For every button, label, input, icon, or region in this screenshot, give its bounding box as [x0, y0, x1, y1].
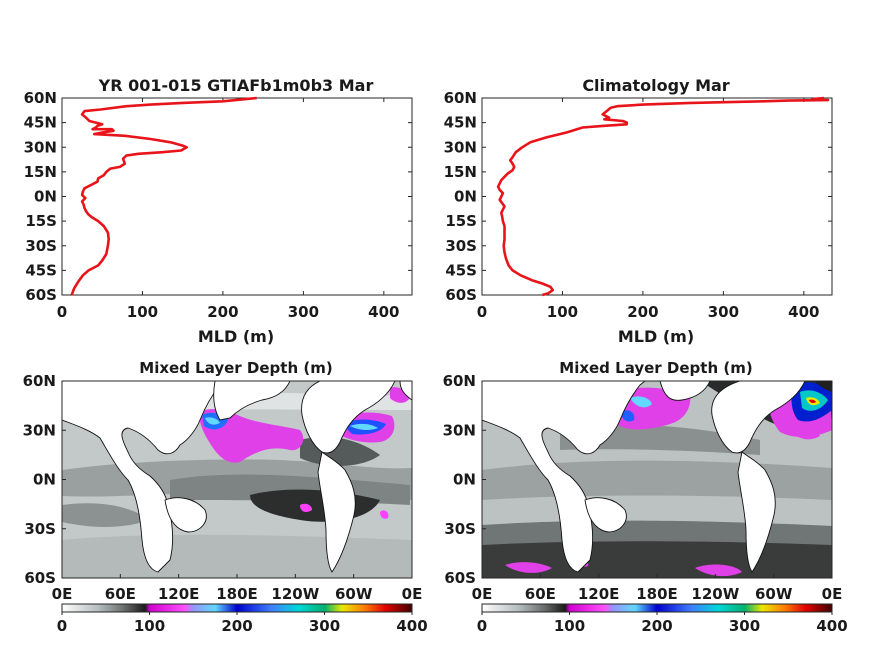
colorbar-gradient	[481, 603, 833, 613]
chart-title: Climatology Mar	[582, 76, 729, 95]
map-x-tick-label: 0E	[52, 585, 73, 603]
plot-area	[481, 97, 833, 296]
x-tick-label: 300	[288, 303, 319, 321]
map-y-tick-label: 0N	[33, 471, 56, 489]
map-x-tick-label: 120W	[691, 585, 739, 603]
continents	[482, 381, 806, 573]
y-tick-label: 15N	[444, 163, 477, 181]
mld-map-field	[482, 381, 832, 578]
y-tick-label: 30S	[25, 237, 57, 255]
x-tick-label: 400	[788, 303, 819, 321]
colorbar-tick-label: 300	[309, 617, 340, 635]
map-panel-model: Mixed Layer Depth (m)	[23, 359, 428, 635]
y-tick-label: 60S	[25, 286, 57, 304]
map-x-tick-label: 120W	[271, 585, 319, 603]
colorbar-gradient	[61, 603, 413, 613]
map-x-tick-label: 120E	[158, 585, 200, 603]
map-y-tick-label: 60N	[443, 372, 476, 390]
map-axis-ticks: 0E 60E 120E 180E 120W 60W 0E 60N 30N 0N 30S 60S	[23, 372, 423, 603]
colorbar-tick-label: 400	[816, 617, 847, 635]
chart-title: YR 001-015 GTIAFb1m0b3 Mar	[98, 76, 374, 95]
map-y-tick-label: 0N	[453, 471, 476, 489]
y-tick-label: 15S	[445, 212, 477, 230]
map-x-tick-label: 60E	[105, 585, 136, 603]
plot-area	[61, 97, 413, 296]
x-tick-label: 100	[127, 303, 158, 321]
axis-ticks: 0 100 200 300 400 60N 45N 30N 15N 0N 15S 30S 45S 60S	[24, 89, 412, 321]
x-axis-label: MLD (m)	[198, 327, 274, 346]
map-x-tick-label: 120E	[578, 585, 620, 603]
map-y-tick-label: 30S	[444, 520, 476, 538]
map-panel-climatology: Mixed Layer Depth (m)	[443, 359, 848, 635]
y-tick-label: 45S	[25, 261, 57, 279]
y-tick-label: 60N	[24, 89, 57, 107]
colorbar-tick-label: 100	[134, 617, 165, 635]
map-x-tick-label: 60W	[755, 585, 793, 603]
map-x-tick-label: 0E	[472, 585, 493, 603]
y-tick-label: 0N	[454, 188, 477, 206]
x-axis-label: MLD (m)	[618, 327, 694, 346]
map-x-tick-label: 0E	[402, 585, 423, 603]
y-tick-label: 45N	[24, 114, 57, 132]
map-x-tick-label: 180E	[216, 585, 258, 603]
y-tick-label: 0N	[34, 188, 57, 206]
map-x-tick-label: 0E	[822, 585, 843, 603]
colorbar-tick-label: 400	[396, 617, 427, 635]
y-tick-label: 60N	[444, 89, 477, 107]
x-tick-label: 100	[547, 303, 578, 321]
y-tick-label: 30N	[444, 138, 477, 156]
colorbar: 0 100 200 300 400	[477, 603, 848, 635]
map-y-tick-label: 60S	[24, 569, 56, 587]
y-tick-label: 15N	[24, 163, 57, 181]
map-axis-ticks: 0E 60E 120E 180E 120W 60W 0E 60N 30N 0N 30S 60S	[443, 372, 843, 603]
map-x-tick-label: 60W	[335, 585, 373, 603]
x-tick-label: 0	[477, 303, 487, 321]
colorbar-tick-label: 0	[477, 617, 487, 635]
y-tick-label: 60S	[445, 286, 477, 304]
map-y-tick-label: 30N	[23, 421, 56, 439]
map-title: Mixed Layer Depth (m)	[559, 359, 752, 377]
map-x-tick-label: 60E	[525, 585, 556, 603]
y-tick-label: 30N	[24, 138, 57, 156]
map-y-tick-label: 30S	[24, 520, 56, 538]
colorbar-tick-label: 300	[729, 617, 760, 635]
colorbar-tick-label: 100	[554, 617, 585, 635]
map-x-tick-label: 180E	[636, 585, 678, 603]
x-tick-label: 400	[368, 303, 399, 321]
y-tick-label: 15S	[25, 212, 57, 230]
y-tick-label: 30S	[445, 237, 477, 255]
x-tick-label: 0	[57, 303, 67, 321]
x-tick-label: 300	[708, 303, 739, 321]
y-tick-label: 45S	[445, 261, 477, 279]
continents	[62, 381, 412, 573]
map-y-tick-label: 60S	[444, 569, 476, 587]
y-tick-label: 45N	[444, 114, 477, 132]
colorbar: 0 100 200 300 400	[57, 603, 428, 635]
axis-ticks: 0 100 200 300 400 60N 45N 30N 15N 0N 15S 30S 45S 60S	[444, 89, 832, 321]
line-panel-model: YR 001-015 GTIAFb1m0b3 Mar 0 100 200 300 400…	[24, 76, 413, 346]
map-y-tick-label: 60N	[23, 372, 56, 390]
x-tick-label: 200	[207, 303, 238, 321]
map-y-tick-label: 30N	[443, 421, 476, 439]
map-title: Mixed Layer Depth (m)	[139, 359, 332, 377]
colorbar-tick-label: 200	[641, 617, 672, 635]
x-tick-label: 200	[627, 303, 658, 321]
mld-map-field	[62, 381, 412, 578]
line-panel-climatology: Climatology Mar 0 100 200 300 400 60N 45N 30N 15…	[444, 76, 833, 346]
colorbar-tick-label: 200	[221, 617, 252, 635]
mld-profile-line	[496, 96, 830, 297]
mld-profile-line	[70, 96, 257, 296]
colorbar-tick-label: 0	[57, 617, 67, 635]
